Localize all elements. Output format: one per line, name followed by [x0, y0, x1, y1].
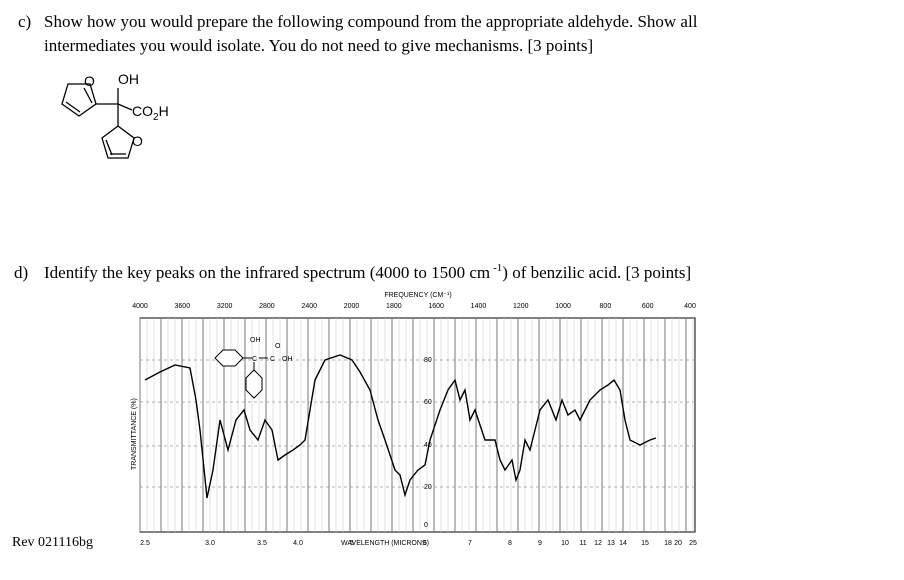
- transmittance-label: 80: [424, 357, 432, 364]
- frequency-label: 1800: [386, 303, 402, 310]
- axis-title: TRANSMITTANCE (%): [131, 398, 138, 470]
- bond: [65, 101, 81, 113]
- atom-label: OH: [282, 356, 293, 363]
- ir-spectrum: 4000 3600 3200 2800 2400 2000 1800 1600 1400 1200…: [131, 292, 697, 547]
- frequency-label: 3200: [217, 303, 233, 310]
- axis-title: FREQUENCY (CM⁻¹): [384, 292, 451, 299]
- question-text: intermediates you would isolate. You do …: [44, 36, 593, 55]
- bond: [83, 87, 93, 104]
- molecule: [61, 83, 135, 159]
- atom-label: OH: [118, 71, 139, 87]
- frequency-label: 3600: [175, 303, 191, 310]
- frequency-label: 2800: [259, 303, 275, 310]
- wavelength-label: 8: [508, 540, 512, 547]
- question-label: c): [18, 12, 31, 31]
- question-text: Show how you would prepare the following…: [44, 12, 698, 31]
- atom-label: O: [84, 73, 95, 89]
- furan-ring: [61, 83, 97, 117]
- frequency-label: 800: [600, 303, 612, 310]
- wavelength-label: 10: [561, 540, 569, 547]
- wavelength-label: 5: [350, 540, 354, 547]
- atom-label: CO: [132, 103, 153, 119]
- wavelength-label: 11: [579, 540, 586, 547]
- wavelength-label: 7: [468, 540, 472, 547]
- atom-label: H: [159, 103, 169, 119]
- frequency-label: 400: [684, 303, 696, 310]
- atom-label: CO2H: [132, 103, 169, 123]
- frequency-label: 1600: [428, 303, 444, 310]
- frequency-label: 1200: [513, 303, 529, 310]
- transmittance-label: 0: [424, 522, 428, 529]
- wavelength-label: 13: [607, 540, 615, 547]
- transmittance-label: 60: [424, 399, 432, 406]
- wavelength-label: 4.0: [293, 540, 303, 547]
- subscript: 2: [153, 112, 159, 123]
- atom-label: OH: [250, 337, 261, 344]
- atom-label: C: [252, 356, 257, 363]
- question-text: Identify the key peaks on the infrared s…: [44, 262, 691, 282]
- wavelength-label: 14: [619, 540, 627, 547]
- axis-title: WAVELENGTH (MICRONS): [341, 540, 429, 547]
- wavelength-label: 3.0: [205, 540, 215, 547]
- frequency-label: 2400: [301, 303, 317, 310]
- frequency-label: 4000: [132, 303, 148, 310]
- benzene-ring: [245, 369, 263, 399]
- wavelength-label: 25: [689, 540, 697, 547]
- atom-label: O: [275, 343, 281, 350]
- question-text: ) of benzilic acid. [3 points]: [502, 263, 691, 282]
- question-text: Identify the key peaks on the infrared s…: [44, 263, 490, 282]
- transmittance-label: 20: [424, 484, 432, 491]
- atom-label: C: [270, 356, 275, 363]
- wavelength-label: 3.5: [257, 540, 267, 547]
- frequency-label: 600: [642, 303, 654, 310]
- furan-ring: [101, 125, 135, 159]
- frequency-label: 1000: [555, 303, 571, 310]
- wavelength-label: 18: [664, 540, 672, 547]
- superscript: -1: [493, 262, 502, 274]
- bond: [117, 103, 133, 111]
- atom-label: O: [132, 133, 143, 149]
- footer: Rev 021116bg: [12, 535, 93, 550]
- wavelength-label: 6: [423, 540, 427, 547]
- frequency-label: 1400: [471, 303, 487, 310]
- question-label: d): [14, 263, 28, 282]
- wavelength-label: 15: [641, 540, 649, 547]
- transmittance-label: 40: [424, 442, 432, 449]
- frequency-label: 2000: [344, 303, 360, 310]
- wavelength-label: 20: [674, 540, 682, 547]
- bond: [105, 139, 113, 156]
- benzene-ring: [214, 349, 244, 367]
- spectrum-curve: [144, 354, 657, 499]
- wavelength-label: 12: [594, 540, 602, 547]
- wavelength-label: 2.5: [140, 540, 150, 547]
- wavelength-label: 9: [538, 540, 542, 547]
